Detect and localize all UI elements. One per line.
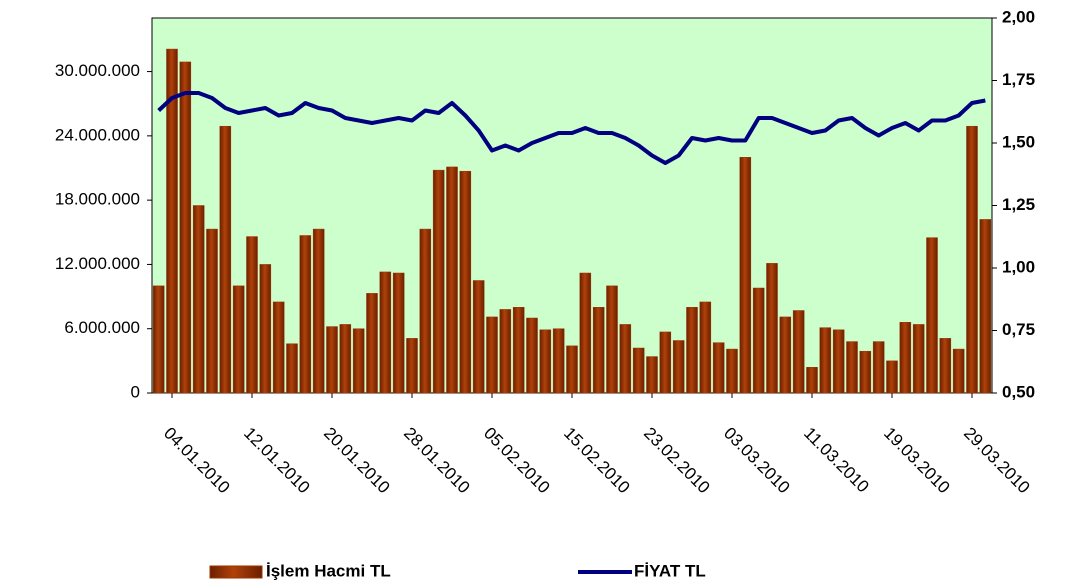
y-tick-label: 0 xyxy=(131,382,140,401)
bar xyxy=(299,235,312,394)
bar xyxy=(846,341,858,394)
y-tick-label: 30.000.000 xyxy=(55,61,140,80)
bar xyxy=(219,125,232,394)
y2-tick-label: 1,25 xyxy=(1002,195,1035,214)
legend-label: İşlem Hacmi TL xyxy=(266,561,391,580)
bar xyxy=(579,272,592,394)
y2-tick-label: 2,00 xyxy=(1002,7,1035,26)
bar xyxy=(192,205,205,394)
bar xyxy=(539,329,552,394)
x-tick-label: 11.03.2010 xyxy=(800,424,873,497)
bar xyxy=(699,301,712,394)
bar xyxy=(446,166,458,394)
bar xyxy=(366,293,378,394)
bar xyxy=(619,324,632,394)
bar xyxy=(886,360,898,394)
bar xyxy=(419,228,432,394)
x-tick-label: 28.01.2010 xyxy=(400,424,474,498)
bar xyxy=(832,329,845,394)
bar xyxy=(872,341,885,394)
bar xyxy=(499,309,512,394)
bar xyxy=(232,285,245,394)
bar xyxy=(952,348,965,394)
bar xyxy=(486,316,498,394)
bar xyxy=(899,322,912,394)
bar xyxy=(512,307,525,394)
bar xyxy=(392,272,405,394)
legend-label: FİYAT TL xyxy=(634,561,706,580)
bar xyxy=(659,331,672,394)
bar xyxy=(686,307,698,394)
x-tick-label: 12.01.2010 xyxy=(240,424,314,498)
bar xyxy=(646,356,658,394)
bar xyxy=(179,61,192,394)
bar xyxy=(206,228,218,394)
bar xyxy=(926,237,938,394)
bar xyxy=(712,342,725,394)
bar xyxy=(326,326,338,394)
y2-tick-label: 1,75 xyxy=(1002,70,1035,89)
x-tick-label: 04.01.2010 xyxy=(160,424,234,498)
y-tick-label: 24.000.000 xyxy=(55,125,140,144)
bar xyxy=(606,285,618,394)
bar xyxy=(152,285,165,394)
bar xyxy=(272,301,285,394)
bar xyxy=(819,327,832,394)
bar xyxy=(966,125,978,394)
bar xyxy=(672,340,685,394)
bar xyxy=(286,343,298,394)
x-tick-label: 05.02.2010 xyxy=(480,424,554,498)
bar xyxy=(979,219,992,394)
bar xyxy=(312,228,325,394)
bar xyxy=(432,169,445,394)
bar xyxy=(779,316,792,394)
bar xyxy=(739,157,752,394)
bar xyxy=(552,328,565,394)
bar xyxy=(526,317,538,394)
bar xyxy=(939,338,952,394)
bar xyxy=(406,338,418,394)
x-tick-label: 03.03.2010 xyxy=(720,424,794,498)
y2-tick-label: 0,50 xyxy=(1002,382,1035,401)
y-tick-label: 18.000.000 xyxy=(55,190,140,209)
bar xyxy=(166,48,178,394)
bar xyxy=(726,348,738,394)
bar xyxy=(379,271,392,394)
plot-area xyxy=(151,17,993,394)
bar xyxy=(566,345,578,394)
bar xyxy=(766,263,778,394)
x-tick-label: 23.02.2010 xyxy=(640,424,714,498)
legend-swatch xyxy=(209,565,263,579)
price-line xyxy=(157,91,986,165)
bar xyxy=(792,310,805,394)
x-tick-label: 15.02.2010 xyxy=(560,424,634,498)
bar xyxy=(592,307,605,394)
bar xyxy=(246,236,258,394)
y2-tick-label: 1,00 xyxy=(1002,257,1035,276)
bar xyxy=(459,170,472,394)
bar xyxy=(912,324,925,394)
bar xyxy=(352,328,365,394)
bar xyxy=(632,347,645,394)
bar xyxy=(806,367,818,394)
y2-tick-label: 0,75 xyxy=(1002,320,1035,339)
y-tick-label: 12.000.000 xyxy=(55,254,140,273)
x-tick-label: 20.01.2010 xyxy=(320,424,394,498)
bar xyxy=(259,264,272,394)
y-tick-label: 6.000.000 xyxy=(64,318,140,337)
bar xyxy=(752,287,765,394)
y2-tick-label: 1,50 xyxy=(1002,132,1035,151)
x-tick-label: 29.03.2010 xyxy=(960,424,1034,498)
bar xyxy=(472,280,485,394)
x-tick-label: 19.03.2010 xyxy=(880,424,954,498)
bar xyxy=(339,324,352,394)
bar xyxy=(859,350,872,394)
